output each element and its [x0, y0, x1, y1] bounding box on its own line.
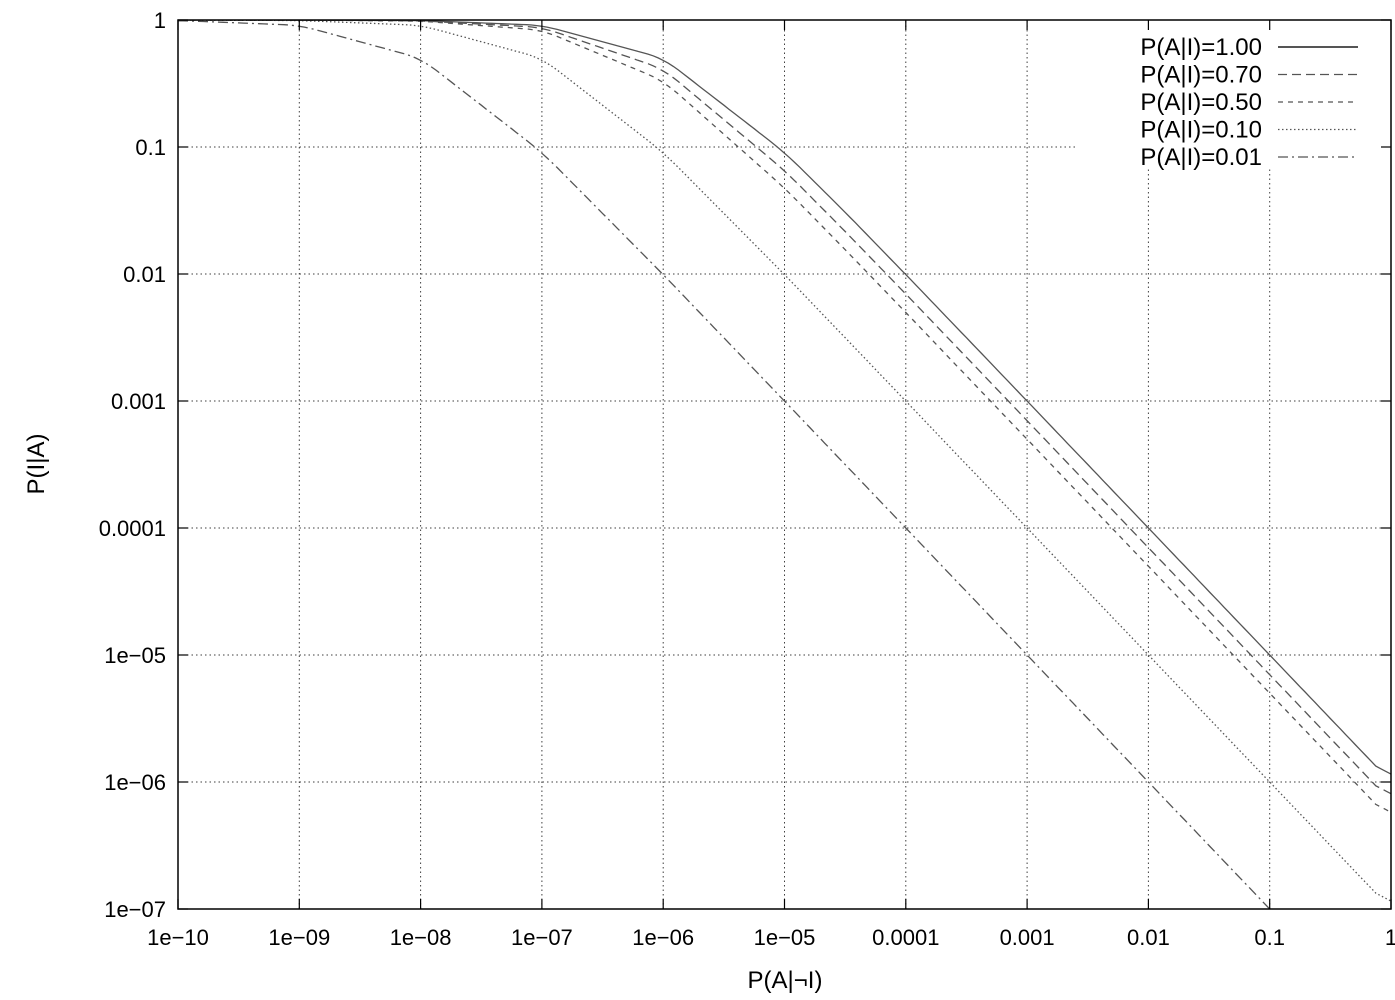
y-tick-label: 0.1 — [135, 135, 166, 160]
y-tick-label: 1e−07 — [104, 897, 166, 922]
x-tick-label: 1e−05 — [754, 925, 816, 950]
legend-label: P(A|I)=0.50 — [1140, 89, 1262, 116]
y-tick-label: 1 — [154, 8, 166, 33]
x-tick-label: 1e−08 — [390, 925, 452, 950]
y-axis-label: P(I|A) — [23, 434, 50, 495]
x-tick-label: 1 — [1385, 925, 1395, 950]
x-tick-label: 1e−09 — [268, 925, 330, 950]
y-tick-label: 0.0001 — [99, 516, 166, 541]
x-tick-label: 1e−06 — [632, 925, 694, 950]
x-tick-label: 1e−07 — [511, 925, 573, 950]
x-tick-label: 1e−10 — [147, 925, 209, 950]
y-tick-label: 1e−05 — [104, 643, 166, 668]
legend: P(A|I)=1.00P(A|I)=0.70P(A|I)=0.50P(A|I)=… — [1140, 34, 1358, 171]
x-tick-label: 0.01 — [1127, 925, 1170, 950]
y-tick-label: 0.01 — [123, 262, 166, 287]
x-tick-label: 0.1 — [1254, 925, 1285, 950]
x-tick-label: 0.0001 — [872, 925, 939, 950]
grid — [178, 20, 1391, 909]
ticks: 1e−10 1e−09 1e−08 1e−07 1e−06 1e−05 0.0001 0.00… — [99, 8, 1395, 950]
legend-label: P(A|I)=0.01 — [1140, 144, 1262, 171]
y-tick-label: 1e−06 — [104, 770, 166, 795]
series-line — [178, 20, 1271, 909]
legend-label: P(A|I)=0.70 — [1140, 62, 1262, 89]
legend-label: P(A|I)=1.00 — [1140, 34, 1262, 61]
y-tick-label: 0.001 — [111, 389, 166, 414]
legend-label: P(A|I)=0.10 — [1140, 117, 1262, 144]
x-axis-label: P(A|¬I) — [748, 967, 823, 994]
series-line — [178, 20, 1391, 813]
x-tick-label: 0.001 — [1000, 925, 1055, 950]
